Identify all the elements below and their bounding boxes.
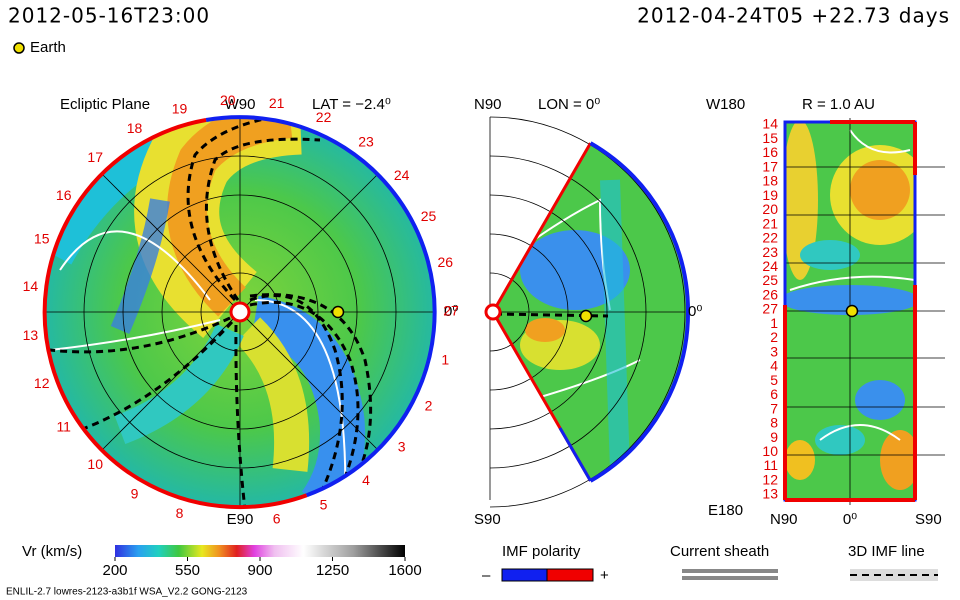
rotation-label: 18 — [127, 120, 143, 136]
rotation-label: 6 — [770, 386, 778, 402]
imf-positive — [546, 568, 594, 582]
map-top-left: W180 — [706, 96, 745, 113]
rotation-label: 10 — [87, 456, 103, 472]
rotation-label: 14 — [23, 278, 39, 294]
ecliptic-right: 0⁰ — [444, 303, 458, 320]
rotation-label: 4 — [362, 472, 370, 488]
rotation-label: 18 — [762, 173, 778, 189]
imf-minus: – — [482, 567, 491, 584]
rotation-label: 27 — [762, 301, 778, 317]
imf-negative — [501, 568, 548, 582]
rotation-label: 15 — [34, 231, 50, 247]
rotation-label: 8 — [770, 415, 778, 431]
meridional-right: 0⁰ — [688, 303, 702, 320]
rotation-label: 17 — [762, 158, 778, 174]
imf-plus: + — [600, 567, 609, 584]
footer: ENLIL-2.7 lowres-2123-a3b1f WSA_V2.2 GON… — [6, 587, 248, 598]
colorbar-tick-label: 550 — [175, 562, 200, 579]
earth-marker — [845, 304, 859, 318]
rotation-label: 23 — [358, 133, 374, 149]
earth-marker — [579, 309, 593, 323]
colorbar-tick-label: 200 — [102, 562, 127, 579]
rotation-label: 5 — [770, 372, 778, 388]
rotation-label: 23 — [762, 244, 778, 260]
rotation-label: 22 — [762, 230, 778, 246]
earth-legend: Earth — [30, 39, 66, 56]
rotation-label: 12 — [34, 375, 50, 391]
rotation-label: 25 — [762, 272, 778, 288]
map-radius: R = 1.0 AU — [802, 96, 875, 113]
rotation-label: 8 — [176, 505, 184, 521]
rotation-label: 25 — [421, 208, 437, 224]
rotation-label: 20 — [762, 201, 778, 217]
meridional-bottom: S90 — [474, 511, 501, 528]
rotation-label: 21 — [762, 215, 778, 231]
colorbar-tick-label: 1600 — [388, 562, 421, 579]
rotation-label: 27 — [443, 303, 459, 319]
colorbar-tick-label: 900 — [247, 562, 272, 579]
earth-marker — [331, 305, 345, 319]
rotation-label: 21 — [269, 95, 285, 111]
rotation-label: 10 — [762, 443, 778, 459]
rotation-label: 13 — [23, 327, 39, 343]
rotation-label: 19 — [172, 101, 188, 117]
reference-time: 2012-04-24T05 +22.73 days — [637, 4, 950, 28]
rotation-label: 5 — [320, 496, 328, 512]
rotation-label: 20 — [220, 92, 236, 108]
rotation-label: 2 — [425, 397, 433, 413]
imf-line-sample-bg — [850, 569, 938, 581]
ecliptic-title: Ecliptic Plane — [60, 96, 150, 113]
ecliptic-top: W90 — [225, 96, 256, 113]
map-bottom-label: S90 — [915, 511, 942, 528]
current-sheath-title: Current sheath — [670, 543, 769, 560]
rotation-label: 9 — [131, 485, 139, 501]
rotation-label: 12 — [762, 471, 778, 487]
rotation-label: 19 — [762, 187, 778, 203]
earth-legend-marker — [13, 42, 25, 54]
rotation-label: 26 — [438, 254, 454, 270]
meridional-longitude: LON = 0⁰ — [538, 96, 600, 113]
rotation-label: 26 — [762, 286, 778, 302]
ecliptic-latitude: LAT = −2.4⁰ — [312, 96, 391, 113]
rotation-label: 24 — [394, 167, 410, 183]
colorbar-tick-label: 1250 — [316, 562, 349, 579]
ecliptic-bottom: E90 — [227, 511, 254, 528]
rotation-label: 9 — [770, 429, 778, 445]
rotation-label: 3 — [770, 343, 778, 359]
rotation-label: 15 — [762, 130, 778, 146]
rotation-label: 24 — [762, 258, 778, 274]
rotation-label: 11 — [763, 457, 778, 473]
rotation-label: 1 — [770, 315, 778, 331]
imf-polarity-title: IMF polarity — [502, 543, 581, 560]
meridional-top: N90 — [474, 96, 502, 113]
rotation-label: 2 — [770, 329, 778, 345]
rotation-label: 14 — [762, 116, 778, 132]
rotation-label: 17 — [87, 149, 103, 165]
rotation-label: 16 — [56, 187, 72, 203]
map-bottom-label: N90 — [770, 511, 798, 528]
rotation-label: 1 — [441, 351, 449, 367]
rotation-label: 16 — [762, 144, 778, 160]
rotation-label: 13 — [762, 486, 778, 502]
rotation-label: 22 — [316, 109, 332, 125]
map-bottom-label: 0⁰ — [843, 511, 857, 528]
colorbar-label: Vr (km/s) — [22, 543, 82, 560]
colorbar — [115, 545, 405, 557]
rotation-label: 6 — [273, 510, 281, 526]
imf-line-title: 3D IMF line — [848, 543, 925, 560]
rotation-label: 11 — [56, 419, 71, 435]
rotation-label: 4 — [770, 358, 778, 374]
map-panel: W180 R = 1.0 AU E180 N90 0⁰ S90 — [706, 96, 945, 528]
rotation-label: 7 — [770, 400, 778, 416]
sim-time: 2012-05-16T23:00 — [8, 4, 210, 28]
rotation-label: 3 — [398, 438, 406, 454]
meridional-panel: N90 LON = 0⁰ S90 0⁰ — [474, 96, 702, 528]
map-bottom-left: E180 — [708, 502, 743, 519]
ecliptic-panel: Ecliptic Plane W90 LAT = −2.4⁰ E90 0⁰ — [42, 96, 458, 528]
